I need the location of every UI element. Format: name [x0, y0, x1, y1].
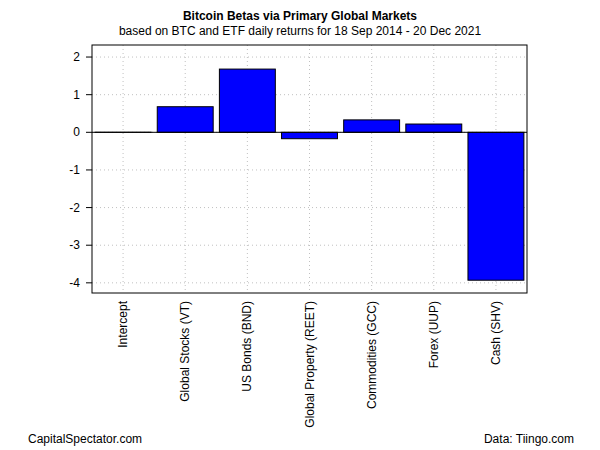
grid-line-vertical	[309, 45, 310, 293]
y-tick-label: 1	[73, 88, 80, 102]
x-tick-label: Global Property (REET)	[303, 301, 317, 428]
chart-svg: Bitcoin Betas via Primary Global Markets…	[0, 0, 600, 450]
x-tick-label: Global Stocks (VT)	[178, 301, 192, 402]
y-tick-label: -1	[69, 163, 80, 177]
bar	[157, 107, 213, 133]
bar	[468, 132, 524, 280]
source-left: CapitalSpectator.com	[28, 432, 142, 446]
y-tick-label: -3	[69, 238, 80, 252]
y-tick	[86, 207, 92, 208]
x-tick-label: Forex (UUP)	[427, 301, 441, 368]
y-tick-label: -4	[69, 276, 80, 290]
plot-frame	[92, 45, 527, 293]
x-tick-label: Cash (SHV)	[489, 301, 503, 365]
bar	[406, 124, 462, 132]
x-tick-label: Commodities (GCC)	[365, 301, 379, 409]
y-tick	[86, 169, 92, 170]
x-tick-label: Intercept	[116, 300, 130, 347]
y-tick-label: 2	[73, 50, 80, 64]
source-right: Data: Tiingo.com	[484, 432, 574, 446]
grid-line	[92, 207, 527, 208]
y-tick-label: 0	[73, 125, 80, 139]
grid-line-vertical	[371, 45, 372, 293]
background	[0, 0, 600, 450]
grid-line	[92, 94, 527, 95]
bar	[344, 120, 400, 132]
grid-line	[92, 132, 527, 133]
y-tick	[86, 132, 92, 133]
grid-line-vertical	[433, 45, 434, 293]
y-tick	[86, 282, 92, 283]
bar	[282, 132, 338, 138]
bar	[219, 69, 275, 132]
y-tick-label: -2	[69, 201, 80, 215]
bars	[92, 69, 527, 280]
grid-line-vertical	[185, 45, 186, 293]
y-tick	[86, 57, 92, 58]
y-tick	[86, 245, 92, 246]
grid-line-vertical	[123, 45, 124, 293]
x-tick-label: US Bonds (BND)	[240, 301, 254, 392]
chart-root: Bitcoin Betas via Primary Global Markets…	[0, 0, 600, 450]
grid-line	[92, 282, 527, 283]
subtitle: based on BTC and ETF daily returns for 1…	[119, 24, 482, 38]
y-tick	[86, 94, 92, 95]
zero-line	[92, 132, 527, 133]
title: Bitcoin Betas via Primary Global Markets	[183, 9, 417, 23]
